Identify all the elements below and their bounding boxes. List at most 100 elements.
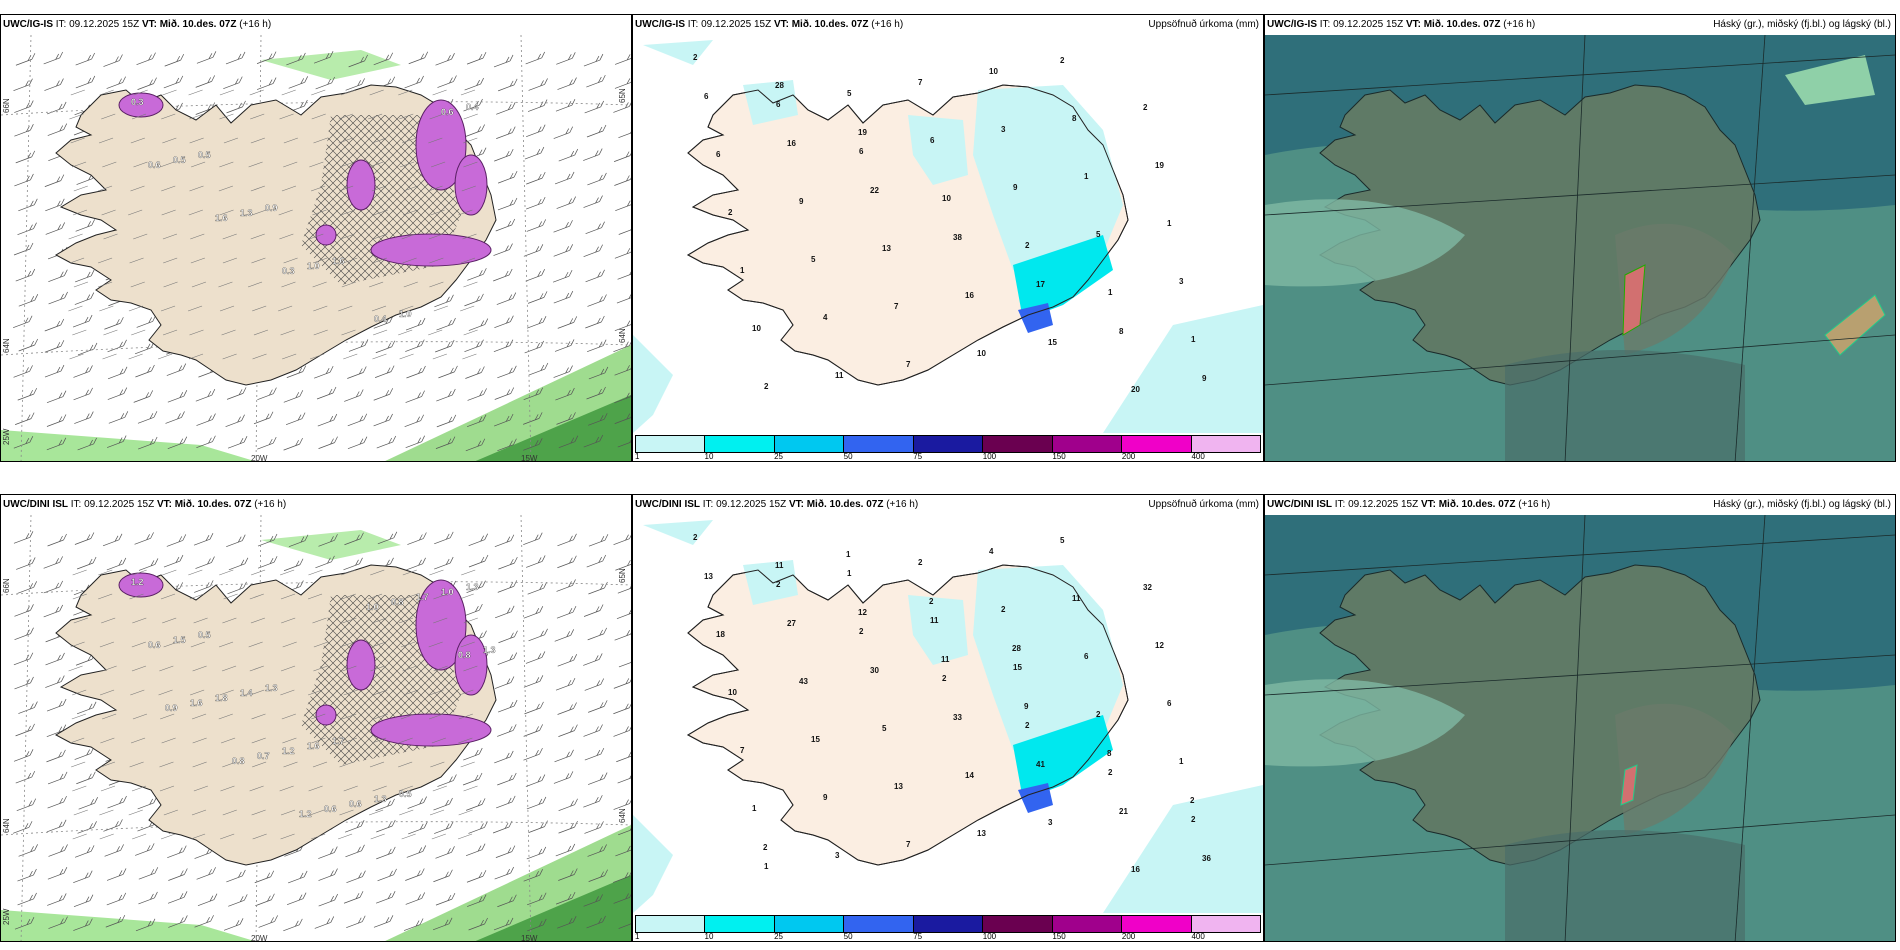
wind-barb [435, 846, 455, 859]
wind-barb-land [133, 161, 148, 168]
wind-barb-land [131, 641, 146, 648]
wind-barb [45, 675, 65, 688]
wind-barb-land [188, 89, 203, 96]
precip-value-label: 11 [930, 616, 939, 625]
wind-barb-land [222, 257, 238, 264]
wind-barb [227, 436, 248, 449]
wind-barb [105, 914, 126, 928]
wind-barb [584, 747, 605, 761]
wind-barb [45, 198, 65, 212]
wind-barb [554, 171, 575, 185]
strong-gust-area [415, 99, 467, 191]
wind-barb [163, 75, 184, 89]
wind-barb-land [341, 569, 356, 576]
wind-barb-land [72, 833, 87, 840]
wind-barb [197, 893, 218, 907]
wind-barb [17, 222, 37, 236]
wind-barb [106, 557, 127, 571]
wind-barb-land [130, 737, 146, 744]
wind-barb-land [72, 329, 87, 336]
precip-value-label: 2 [929, 597, 934, 606]
wind-barb [462, 772, 483, 786]
wind-barb [494, 866, 514, 880]
wind-barb-land [369, 161, 384, 168]
wind-barb [468, 821, 488, 834]
wind-barb-land [373, 209, 388, 216]
precip-area-south [1, 430, 255, 461]
wind-barb [137, 796, 158, 810]
precip-area-westfjords [743, 560, 798, 605]
gust-value-label: 1.3 [466, 582, 479, 592]
wind-barb-land [399, 113, 414, 120]
wind-barb-land [219, 305, 235, 312]
precip-value-label: 1 [847, 569, 852, 578]
wind-barb-land [250, 137, 265, 144]
field-title: Háský (gr.), miðský (fj.bl.) og lágský (… [1713, 499, 1891, 510]
precip-value-label: 12 [1155, 641, 1164, 650]
precip-value-label: 19 [1155, 161, 1164, 170]
lead-time: (+16 h) [236, 19, 272, 30]
wind-barb-land [190, 233, 205, 240]
wind-barb-land [463, 329, 478, 336]
wind-barb [344, 532, 364, 546]
high-cloud-area [1615, 223, 1735, 355]
wind-barb-land [133, 233, 148, 240]
wind-barb [587, 627, 607, 641]
wind-barb [404, 414, 424, 428]
precip-value-label: 19 [858, 128, 867, 137]
wind-barb-land [371, 641, 386, 648]
wind-barb [195, 556, 215, 569]
wind-barb-land [403, 209, 418, 216]
gust-value-label: 0.8 [458, 650, 471, 660]
wind-barb [467, 388, 487, 401]
wind-barb-land [100, 737, 115, 744]
graticule-line [1265, 654, 1895, 696]
wind-barb-land [219, 113, 234, 120]
wind-barb-land [131, 329, 146, 336]
wind-barb-land [461, 569, 476, 576]
wind-barb-land [432, 785, 447, 792]
wind-barb-land [312, 281, 327, 288]
wind-barb-land [338, 113, 353, 120]
precip-area-westfjords [743, 80, 798, 125]
wind-barb [404, 75, 424, 89]
wind-barb-land [458, 713, 473, 720]
wind-barb-land [220, 785, 235, 792]
graticule-label: 64N [2, 818, 11, 833]
wind-barb [286, 365, 307, 378]
wind-barb-land [250, 113, 265, 120]
precip-area-max [1018, 783, 1053, 813]
wind-barb [557, 533, 577, 547]
wind-barb-land [161, 185, 176, 192]
wind-barb-land [340, 89, 356, 96]
wind-barb-land [69, 257, 85, 264]
wind-barb [555, 843, 576, 857]
precip-value-label: 6 [776, 100, 781, 109]
wind-barb-land [190, 257, 205, 264]
wind-barb [168, 868, 188, 881]
graticule-line [1564, 35, 1586, 461]
wind-barb [46, 390, 67, 404]
model-name: UWC/IG-IS [1267, 19, 1317, 30]
wind-barb-land [432, 353, 447, 360]
wind-barb [468, 318, 489, 331]
wind-barb [586, 915, 606, 929]
wind-barb-land [98, 257, 113, 264]
wind-barb-land [312, 761, 328, 768]
wind-barb-land [368, 113, 383, 120]
wind-barb [138, 558, 159, 571]
wind-barb [497, 580, 518, 593]
precip-value-label: 13 [977, 829, 986, 838]
wind-barb-land [372, 329, 388, 336]
gust-value-label: 1.0 [366, 602, 379, 612]
wind-barb-land [162, 137, 177, 144]
wind-barb [257, 556, 278, 569]
wind-barb-land [308, 569, 323, 576]
wind-barb-land [370, 665, 385, 672]
wind-barb [258, 915, 278, 928]
wind-barb [405, 868, 425, 881]
wind-barb [614, 320, 631, 332]
wind-barb-land [132, 569, 147, 576]
wind-barb [552, 269, 573, 283]
precip-value-label: 2 [1060, 56, 1065, 65]
